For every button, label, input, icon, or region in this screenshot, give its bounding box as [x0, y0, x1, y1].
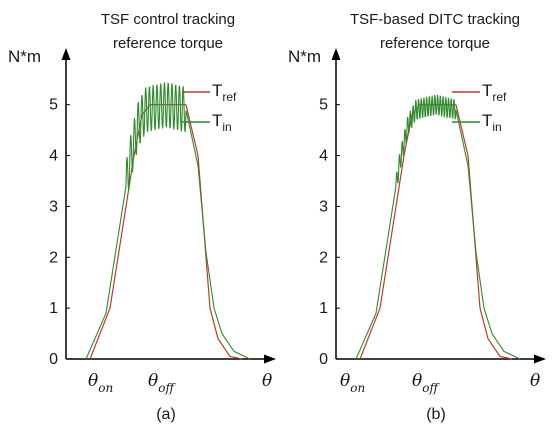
- panel-b-x-label: θ: [530, 371, 540, 391]
- panel-a-theta-on: θon: [88, 371, 113, 395]
- panel-b-ytick-label-5: 5: [319, 97, 328, 114]
- panel-a-theta-off: θoff: [148, 371, 176, 395]
- panel-a-ytick-label-1: 1: [49, 300, 58, 317]
- panel-a-x-axis-arrow: [264, 354, 276, 364]
- panel-b-y-unit: N*m: [288, 47, 321, 66]
- panel-a-y-ticks: 0 1 2 3 4 5: [49, 97, 70, 368]
- panel-b: TSF-based DITC tracking reference torque…: [288, 11, 546, 423]
- panel-b-y-ticks: 0 1 2 3 4 5: [319, 97, 340, 368]
- panel-b-title-line-1: TSF-based DITC tracking: [350, 11, 520, 28]
- panel-a-title-line-1: TSF control tracking: [101, 11, 235, 28]
- panel-a-y-axis-arrow: [61, 48, 71, 60]
- panel-b-ytick-label-2: 2: [319, 249, 328, 266]
- panel-b-ytick-label-4: 4: [319, 148, 328, 165]
- panel-b-legend-tin-label: Tin: [482, 111, 502, 134]
- panel-a-caption: (a): [156, 406, 176, 423]
- panel-b-ytick-label-0: 0: [319, 351, 328, 368]
- panel-b-theta-on: θon: [340, 371, 365, 395]
- panel-a-series-tref: [89, 104, 243, 360]
- panel-a-ytick-label-3: 3: [49, 198, 58, 215]
- panel-a-legend-tin-label: Tin: [212, 111, 232, 134]
- panel-b-series-tref: [359, 104, 513, 360]
- panel-a-ytick-label-2: 2: [49, 249, 58, 266]
- panel-b-caption: (b): [426, 406, 446, 423]
- panel-b-ytick-label-3: 3: [319, 198, 328, 215]
- panel-a-ytick-label-4: 4: [49, 148, 58, 165]
- panel-a: TSF control tracking reference torque N*…: [8, 11, 276, 423]
- panel-a-y-unit: N*m: [8, 47, 41, 66]
- panel-a-line-ref: [89, 104, 243, 360]
- panel-b-legend-tref-label: Tref: [482, 81, 507, 104]
- panel-b-ytick-label-1: 1: [319, 300, 328, 317]
- panel-b-series-tin: [355, 94, 521, 360]
- panel-b-title-line-2: reference torque: [380, 35, 490, 52]
- panel-b-y-axis-arrow: [331, 48, 341, 60]
- panel-a-ytick-label-0: 0: [49, 351, 58, 368]
- panel-a-series-tin: [85, 82, 251, 360]
- panel-b-x-axis-arrow: [534, 354, 546, 364]
- panel-a-x-label: θ: [262, 371, 272, 391]
- panel-a-legend-tref-label: Tref: [212, 81, 237, 104]
- panel-a-line-in: [85, 82, 251, 360]
- panel-a-ytick-label-5: 5: [49, 97, 58, 114]
- panel-b-line-ref: [359, 104, 513, 360]
- panel-a-title-line-2: reference torque: [113, 35, 223, 52]
- panel-b-theta-off: θoff: [412, 371, 440, 395]
- panel-b-line-in: [355, 94, 521, 360]
